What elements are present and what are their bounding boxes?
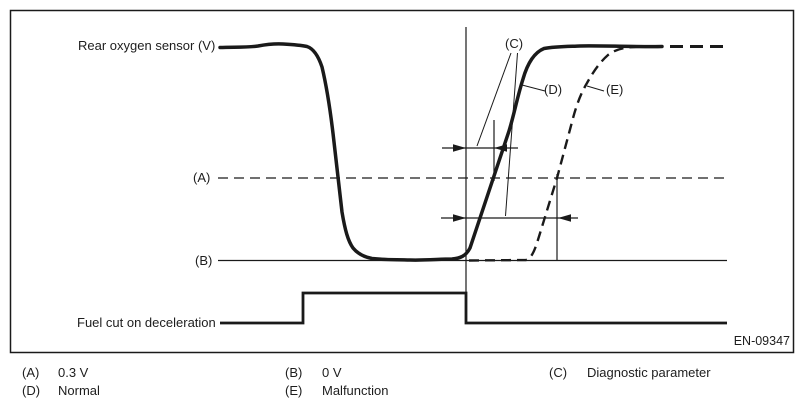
marker-e-label: (E) <box>606 82 624 97</box>
fuel-cut-trace-label: Fuel cut on deceleration <box>77 315 216 330</box>
legend-value-a: 0.3 V <box>58 365 89 380</box>
legend-value-b: 0 V <box>322 365 342 380</box>
upper-dimension-right-arrow-icon <box>453 144 466 152</box>
legend-key-e: (E) <box>285 383 303 398</box>
sensor-trace-label: Rear oxygen sensor (V) <box>78 38 216 53</box>
legend-value-c: Diagnostic parameter <box>587 365 711 380</box>
sensor-trace-malfunction-dashed <box>468 45 651 262</box>
fuel-cut-trace <box>220 291 727 325</box>
marker-a-label: (A) <box>193 170 211 185</box>
marker-c-label: (C) <box>505 36 524 51</box>
marker-b-label: (B) <box>195 253 213 268</box>
sensor-trace-normal <box>218 42 664 262</box>
legend-key-d: (D) <box>22 383 41 398</box>
legend-key-a: (A) <box>22 365 40 380</box>
d-pointer-line <box>521 84 546 92</box>
figure-code: EN-09347 <box>733 334 790 348</box>
c-pointer-line-upper <box>476 52 512 147</box>
legend-key-c: (C) <box>549 365 568 380</box>
legend-value-d: Normal <box>58 383 100 398</box>
legend-key-b: (B) <box>285 365 303 380</box>
e-pointer-line <box>586 85 605 92</box>
c-pointer-line-lower <box>505 52 518 217</box>
lower-dimension-right-arrow-icon <box>453 214 466 222</box>
lower-dimension-left-arrow-icon <box>558 214 571 222</box>
diagram-border <box>9 9 795 354</box>
marker-d-label: (D) <box>544 82 563 97</box>
legend-value-e: Malfunction <box>322 383 389 398</box>
